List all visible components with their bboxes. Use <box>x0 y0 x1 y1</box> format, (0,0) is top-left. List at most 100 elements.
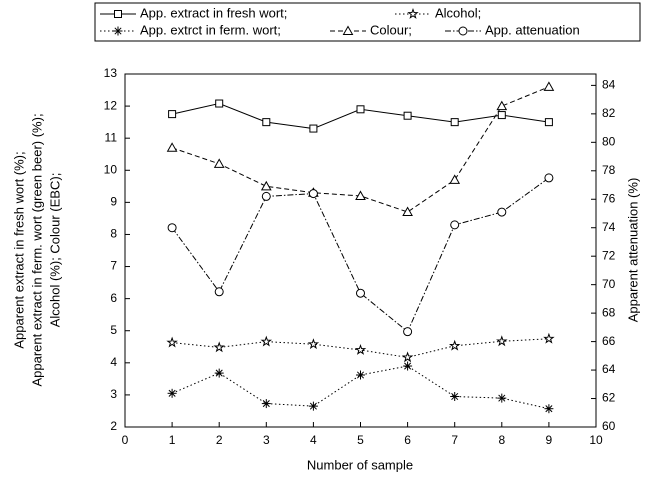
marker <box>496 335 508 347</box>
marker <box>166 142 178 152</box>
y2-tick-label: 80 <box>602 134 616 148</box>
marker <box>448 339 461 351</box>
marker <box>307 338 320 350</box>
y2-tick-label: 62 <box>602 391 616 405</box>
marker <box>544 404 554 414</box>
y-axis-label: Alcohol (%); Colour (EBC); <box>47 173 62 328</box>
marker <box>450 118 459 127</box>
marker <box>167 388 177 398</box>
y2-tick-label: 78 <box>602 163 616 177</box>
marker <box>113 26 123 36</box>
x-tick-label: 3 <box>263 433 270 447</box>
marker-stroke <box>545 405 553 413</box>
marker <box>261 191 271 201</box>
legend-box <box>94 2 641 42</box>
y2-tick-label: 60 <box>602 419 616 433</box>
legend-label: App. attenuation <box>485 22 580 37</box>
marker <box>497 393 507 403</box>
marker-stroke <box>356 371 365 379</box>
x-axis-label: Number of sample <box>307 457 413 472</box>
x-tick-label: 8 <box>498 433 505 447</box>
x-tick-label: 1 <box>169 433 176 447</box>
x-tick-label: 6 <box>404 433 411 447</box>
y-tick-label: 5 <box>110 323 117 337</box>
series-line <box>171 177 550 333</box>
marker <box>261 399 271 409</box>
legend-label: Alcohol; <box>435 5 481 20</box>
y-tick-label: 7 <box>110 259 117 273</box>
x-tick-label: 2 <box>216 433 223 447</box>
marker <box>114 10 122 18</box>
y-tick-label: 4 <box>110 355 117 369</box>
marker <box>450 220 460 230</box>
y2-tick-label: 74 <box>602 220 616 234</box>
marker <box>403 327 413 337</box>
y-tick-label: 10 <box>104 162 118 176</box>
marker <box>214 287 224 297</box>
marker-stroke <box>114 27 122 35</box>
marker <box>167 223 177 233</box>
marker <box>342 25 354 35</box>
x-tick-label: 10 <box>589 433 603 447</box>
x-tick-label: 0 <box>122 433 129 447</box>
marker <box>403 361 413 371</box>
marker <box>260 335 273 347</box>
marker <box>356 370 365 380</box>
y2-tick-label: 72 <box>602 248 616 262</box>
marker <box>356 288 365 298</box>
y2-tick-label: 84 <box>602 78 616 92</box>
marker <box>450 392 460 402</box>
x-tick-label: 7 <box>451 433 458 447</box>
marker-stroke <box>309 402 317 410</box>
y-axis-label: Apparent extract in fresh wort (%); <box>11 151 26 348</box>
marker <box>213 158 225 168</box>
marker <box>496 100 508 111</box>
y-tick-label: 9 <box>110 195 117 209</box>
marker <box>497 111 506 120</box>
marker <box>262 118 271 127</box>
marker <box>403 111 412 120</box>
y-axis-label: Apparent extract in ferm. wort (green be… <box>29 113 44 386</box>
y-tick-label: 13 <box>104 66 118 80</box>
marker <box>215 99 224 108</box>
marker <box>309 124 318 133</box>
y-tick-label: 11 <box>105 130 118 144</box>
marker <box>213 341 225 353</box>
y-tick-label: 2 <box>110 419 117 433</box>
marker-stroke <box>262 400 270 408</box>
marker <box>449 174 461 184</box>
marker <box>401 351 414 363</box>
marker-stroke <box>215 369 223 377</box>
marker <box>458 26 468 36</box>
marker <box>544 173 554 183</box>
marker <box>354 343 367 355</box>
marker-stroke <box>451 392 459 401</box>
marker <box>543 81 555 91</box>
y2-tick-label: 70 <box>602 277 616 291</box>
marker <box>214 368 224 378</box>
y-tick-label: 12 <box>104 98 118 112</box>
marker <box>168 110 177 119</box>
y-tick-label: 8 <box>110 227 117 241</box>
marker <box>543 332 555 344</box>
legend-label: Colour; <box>370 22 412 37</box>
y2-tick-label: 66 <box>602 334 616 348</box>
x-tick-label: 5 <box>357 433 364 447</box>
y2-tick-label: 76 <box>602 191 616 205</box>
marker <box>402 206 413 216</box>
marker-stroke <box>168 389 176 397</box>
legend-label: App. extrct in ferm. wort; <box>140 22 281 37</box>
marker-stroke <box>404 362 412 370</box>
y-tick-label: 3 <box>110 387 117 401</box>
marker <box>308 189 318 199</box>
y-tick-label: 6 <box>110 291 117 305</box>
y2-axis-label: Apparent attenuation (%) <box>625 178 640 323</box>
marker <box>544 118 553 127</box>
x-tick-label: 4 <box>310 433 317 447</box>
marker <box>407 7 419 19</box>
legend-label: App. extract in fresh wort; <box>140 5 287 20</box>
x-tick-label: 9 <box>546 433 553 447</box>
marker <box>356 105 365 114</box>
